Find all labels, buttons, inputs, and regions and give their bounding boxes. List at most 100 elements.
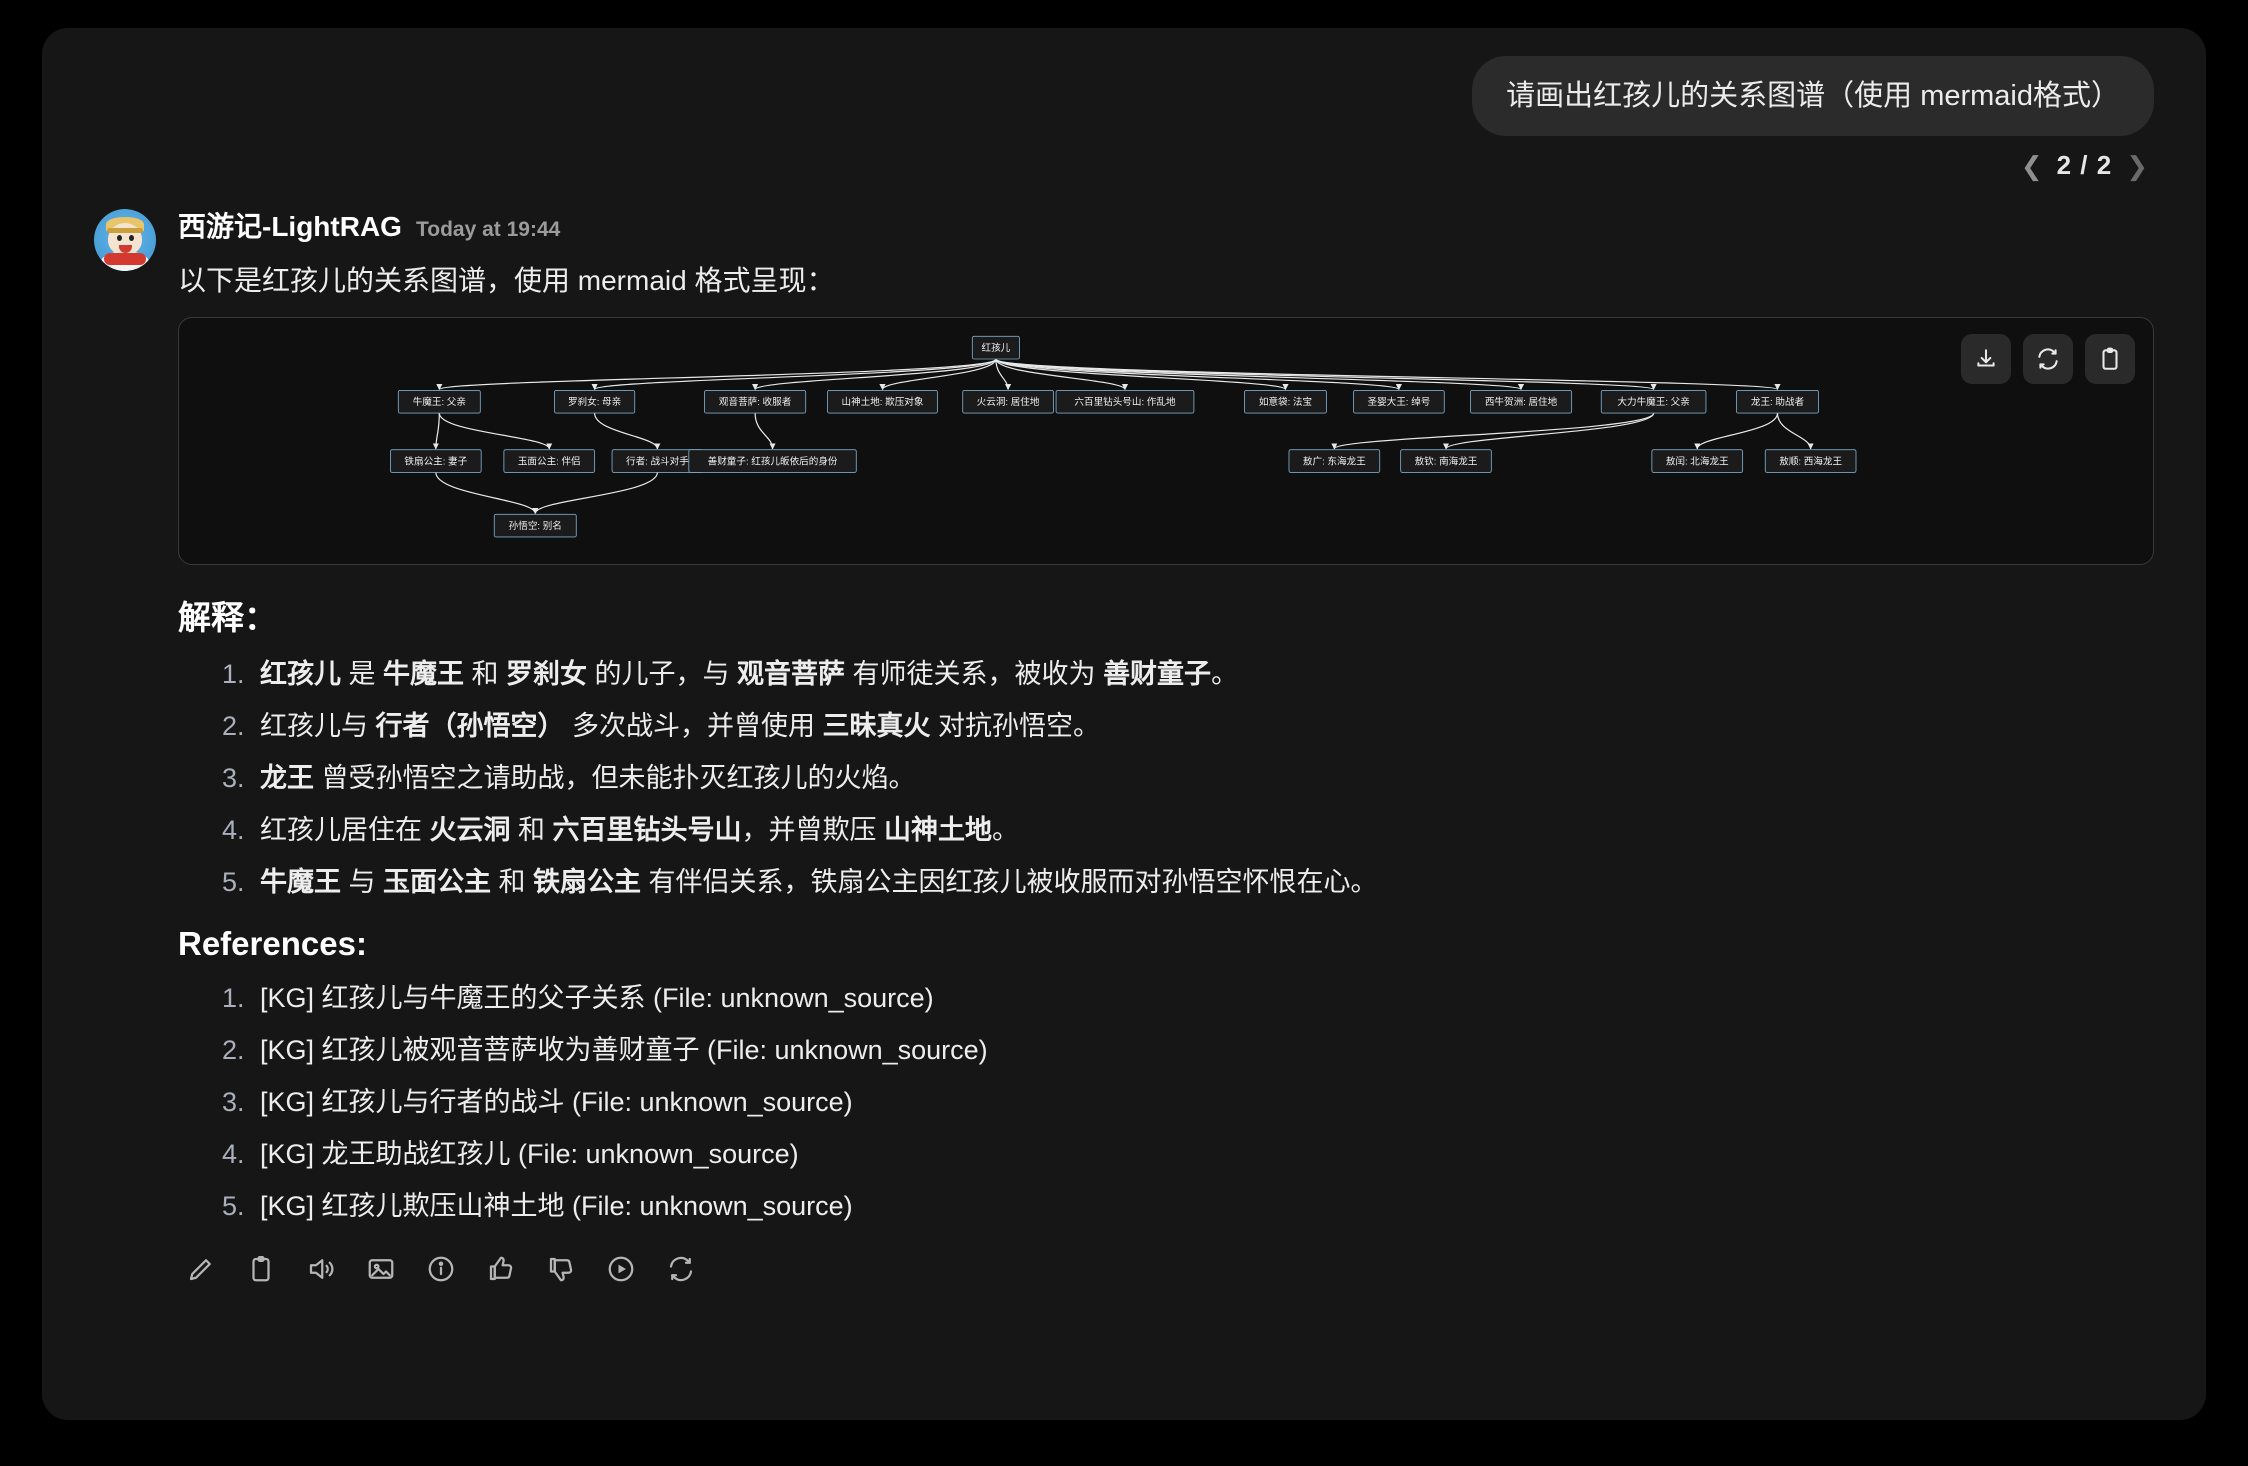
text-segment: 与 <box>341 867 384 898</box>
message-timestamp: Today at 19:44 <box>415 218 561 242</box>
like-button[interactable] <box>484 1252 518 1286</box>
refresh-button[interactable] <box>2023 334 2073 385</box>
copy-button[interactable] <box>244 1252 278 1286</box>
prev-message-button[interactable]: ❮ <box>2020 150 2043 181</box>
text-segment: 。 <box>1211 659 1239 690</box>
info-button[interactable] <box>424 1252 458 1286</box>
references-title: References: <box>178 925 367 963</box>
copy-button[interactable] <box>2085 334 2135 385</box>
chat-window: 请画出红孩儿的关系图谱（使用 mermaid格式） ❮ 2 / 2 ❯ 西游记-… <box>42 28 2206 1420</box>
diagram-node[interactable]: 敖顺: 西海龙王 <box>1764 449 1857 474</box>
diagram-node[interactable]: 如意袋: 法宝 <box>1244 390 1327 414</box>
node-box <box>1353 390 1445 414</box>
edit-button[interactable] <box>184 1252 218 1286</box>
diagram-edge <box>995 358 1289 391</box>
text-segment: 红孩儿与 <box>260 711 376 742</box>
diagram-edge <box>995 358 1128 391</box>
reference-item: [KG] 红孩儿与行者的战斗 (File: unknown_source) <box>252 1080 2154 1119</box>
diagram-edge <box>436 358 997 391</box>
diagram-node[interactable]: 敖广: 东海龙王 <box>1288 449 1381 474</box>
diagram-node[interactable]: 孙悟空: 别名 <box>493 514 577 538</box>
node-box <box>827 390 938 414</box>
entity-highlight: 红孩儿 <box>260 659 341 690</box>
diagram-edge <box>1776 413 1814 450</box>
diagram-node[interactable]: 观音菩萨: 收服者 <box>704 390 807 414</box>
diagram-node[interactable]: 铁扇公主: 妻子 <box>390 449 482 474</box>
thumbs-up-icon <box>489 1256 513 1281</box>
thumbs-down-icon <box>549 1258 573 1282</box>
dislike-button[interactable] <box>544 1252 578 1286</box>
diagram-node[interactable]: 西牛贺洲: 居住地 <box>1469 390 1573 414</box>
message-header: 西游记-LightRAG Today at 19:44 <box>178 205 2154 245</box>
entity-highlight: 三昧真火 <box>822 711 931 742</box>
diagram-edge <box>995 358 1781 391</box>
node-box <box>1600 390 1707 414</box>
diagram-edge <box>432 413 440 450</box>
diagram-node[interactable]: 红孩儿 <box>971 336 1020 360</box>
diagram-edge <box>995 358 1524 391</box>
node-label: 龙王: 助战者 <box>1751 396 1805 408</box>
diagram-node[interactable]: 敖闰: 北海龙王 <box>1651 449 1744 474</box>
diagram-node[interactable]: 圣婴大王: 绰号 <box>1353 390 1445 414</box>
text-segment: ，并曾欺压 <box>741 815 885 846</box>
text-segment: 。 <box>992 815 1020 846</box>
speaker-icon <box>309 1259 334 1280</box>
entity-highlight: 六百里钻头号山 <box>552 815 742 846</box>
diagram-node[interactable]: 敖钦: 南海龙王 <box>1400 449 1492 474</box>
node-box <box>688 449 857 474</box>
diagram-node[interactable]: 六百里钻头号山: 作乱地 <box>1055 390 1195 414</box>
diagram-node[interactable]: 火云洞: 居住地 <box>962 390 1054 414</box>
node-label: 观音菩萨: 收服者 <box>719 396 792 408</box>
avatar-scarf <box>104 253 146 266</box>
diagram-node[interactable]: 罗刹女: 母亲 <box>554 390 636 414</box>
image-icon <box>368 1259 394 1280</box>
entity-highlight: 行者（孙悟空） <box>375 711 565 742</box>
refresh-icon <box>669 1257 693 1282</box>
node-label: 铁扇公主: 妻子 <box>404 456 467 468</box>
download-button[interactable] <box>1961 334 2011 385</box>
entity-highlight: 龙王 <box>260 763 314 794</box>
info-icon <box>428 1256 454 1282</box>
diagram-node[interactable]: 玉面公主: 伴侣 <box>503 449 596 474</box>
avatar-mouth <box>119 245 132 254</box>
diagram-edge <box>995 358 1657 391</box>
entity-highlight: 牛魔王 <box>260 867 341 898</box>
text-segment: 是 <box>341 659 384 690</box>
assistant-name: 西游记-LightRAG <box>178 211 402 243</box>
diagram-edge <box>532 472 659 515</box>
reference-item: [KG] 红孩儿被观音菩萨收为善财童子 (File: unknown_sourc… <box>252 1028 2154 1067</box>
diagram-node[interactable]: 牛魔王: 父亲 <box>397 390 481 414</box>
read-aloud-button[interactable] <box>304 1252 338 1286</box>
avatar-eye-left <box>117 235 122 242</box>
node-label: 如意袋: 法宝 <box>1259 396 1312 408</box>
node-label: 山神土地: 欺压对象 <box>841 396 923 408</box>
diagram-node[interactable]: 善财童子: 红孩儿皈依后的身份 <box>688 449 857 474</box>
entity-highlight: 善财童子 <box>1103 659 1212 690</box>
explanation-title: 解释： <box>178 599 277 637</box>
play-circle-icon <box>608 1256 634 1282</box>
text-segment: 有伴侣关系，铁扇公主因红孩儿被收服而对孙悟空怀恨在心。 <box>641 867 1378 898</box>
text-segment: 红孩儿居住在 <box>260 815 430 846</box>
message-page-count: 2 / 2 <box>2056 150 2113 181</box>
regenerate-button[interactable] <box>664 1252 698 1286</box>
next-message-button[interactable]: ❯ <box>2126 150 2148 181</box>
diagram-node[interactable]: 龙王: 助战者 <box>1736 390 1819 414</box>
node-label: 圣婴大王: 绰号 <box>1367 396 1430 408</box>
diagram-node[interactable]: 山神土地: 欺压对象 <box>827 390 938 414</box>
text-segment: 和 <box>491 867 534 898</box>
image-button[interactable] <box>364 1252 398 1286</box>
text-segment: 对抗孙悟空。 <box>930 711 1101 742</box>
text-segment: 曾受孙悟空之请助战，但未能扑灭红孩儿的火焰。 <box>314 763 916 794</box>
explanation-item: 红孩儿居住在 火云洞 和 六百里钻头号山，并曾欺压 山神土地。 <box>252 808 2154 847</box>
diagram-edge <box>1331 412 1655 450</box>
diagram-node[interactable]: 大力牛魔王: 父亲 <box>1600 390 1707 414</box>
node-box <box>397 390 481 414</box>
message-body: 西游记-LightRAG Today at 19:44 以下是红孩儿的关系图谱，… <box>178 205 2154 1286</box>
node-box <box>962 390 1054 414</box>
references-list: [KG] 红孩儿与牛魔王的父子关系 (File: unknown_source)… <box>178 976 2154 1223</box>
diagram-node[interactable]: 行者: 战斗对手 <box>611 449 704 474</box>
explanation-list: 红孩儿 是 牛魔王 和 罗刹女 的儿子，与 观音菩萨 有师徒关系，被收为 善财童… <box>178 652 2154 899</box>
node-label: 敖闰: 北海龙王 <box>1666 456 1729 468</box>
play-button[interactable] <box>604 1252 638 1286</box>
